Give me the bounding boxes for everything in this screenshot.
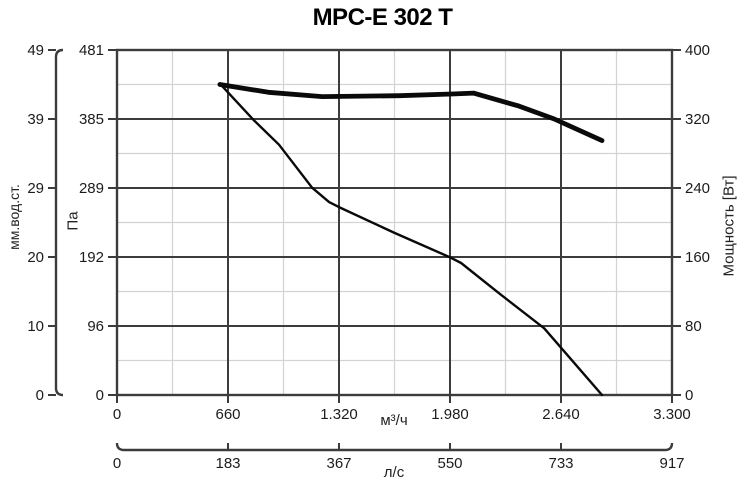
ls-tick-label: 917 [659, 455, 684, 472]
x-axis-m3h: 0 660 1.320 1.980 2.640 3.300 [113, 395, 691, 423]
axis-label-m3h: м³/ч [380, 412, 408, 429]
chart-title: MPC-E 302 T [312, 4, 453, 31]
y-axis-power: 0 80 160 240 320 400 [672, 42, 710, 404]
y-axis-pa: 0 96 192 289 385 481 [79, 42, 117, 404]
power-tick-label: 80 [685, 318, 702, 335]
mm-tick-label: 0 [36, 387, 44, 404]
power-tick-label: 400 [685, 42, 710, 59]
mm-tick-label: 49 [27, 42, 44, 59]
power-tick-label: 0 [685, 387, 693, 404]
pa-tick-label: 192 [79, 249, 104, 266]
axis-label-mm-vod-st: мм.вод.ст. [6, 184, 22, 250]
pa-tick-label: 0 [96, 387, 104, 404]
pa-tick-label: 289 [79, 180, 104, 197]
axis-label-power: Мощность [Вт] [720, 175, 738, 277]
x-axis-ls: 0 183 367 550 733 917 [113, 442, 685, 472]
ls-tick-label: 550 [437, 455, 462, 472]
major-grid [117, 50, 672, 395]
y-axis-mm: 0 10 20 29 39 49 [27, 42, 64, 404]
mm-tick-label: 39 [27, 111, 44, 128]
ls-tick-label: 0 [113, 455, 121, 472]
x-tick-label: 1.980 [431, 406, 469, 423]
power-tick-label: 240 [685, 180, 710, 197]
ls-tick-label: 183 [215, 455, 240, 472]
x-tick-label: 3.300 [653, 406, 691, 423]
power-tick-label: 320 [685, 111, 710, 128]
pa-tick-label: 96 [87, 318, 104, 335]
axis-label-pa: Па [64, 211, 82, 231]
axis-label-ls: л/с [383, 464, 405, 481]
x-tick-label: 1.320 [320, 406, 358, 423]
x-tick-label: 2.640 [542, 406, 580, 423]
mm-tick-label: 20 [27, 249, 44, 266]
pa-tick-label: 385 [79, 111, 104, 128]
mm-tick-label: 29 [27, 180, 44, 197]
ls-tick-label: 733 [548, 455, 573, 472]
minor-grid [117, 50, 672, 395]
power-tick-label: 160 [685, 249, 710, 266]
pa-tick-label: 481 [79, 42, 104, 59]
pressure-curve [218, 82, 604, 397]
plot-border [115, 48, 674, 397]
x-tick-label: 0 [113, 406, 121, 423]
mm-tick-label: 10 [27, 318, 44, 335]
ls-tick-label: 367 [326, 455, 351, 472]
x-tick-label: 660 [215, 406, 240, 423]
power-curve [217, 82, 605, 144]
